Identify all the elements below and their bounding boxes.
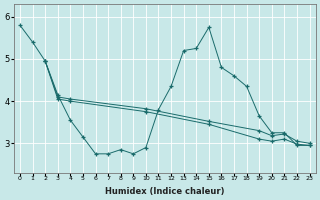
X-axis label: Humidex (Indice chaleur): Humidex (Indice chaleur): [105, 187, 225, 196]
